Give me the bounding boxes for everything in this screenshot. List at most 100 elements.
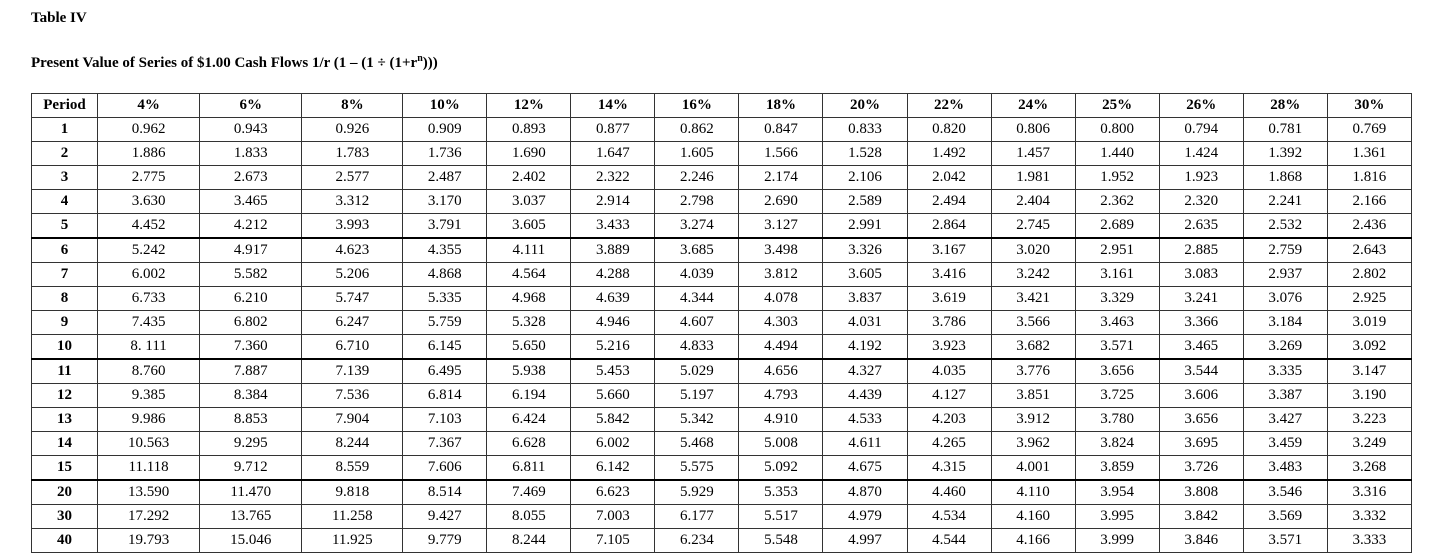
value-cell: 3.993 xyxy=(301,213,404,239)
period-cell: 1 xyxy=(31,117,98,142)
value-cell: 0.833 xyxy=(822,117,908,142)
value-cell: 1.605 xyxy=(654,141,740,166)
header-cell: 25% xyxy=(1074,93,1160,118)
value-cell: 6.424 xyxy=(486,407,572,432)
value-cell: 4.534 xyxy=(906,504,992,529)
value-cell: 6.142 xyxy=(570,455,656,481)
value-cell: 13.590 xyxy=(96,479,201,505)
value-cell: 11.925 xyxy=(301,528,404,553)
value-cell: 3.498 xyxy=(738,237,824,263)
table-subtitle: Present Value of Series of $1.00 Cash Fl… xyxy=(31,53,438,72)
value-cell: 5.517 xyxy=(738,504,824,529)
value-cell: 3.923 xyxy=(906,334,992,360)
value-cell: 1.457 xyxy=(990,141,1076,166)
value-cell: 2.864 xyxy=(906,213,992,239)
value-cell: 3.170 xyxy=(402,189,488,214)
table-row: 30 17.292 13.765 11.258 9.427 8.055 7.003 6.177… xyxy=(31,504,1413,529)
period-cell: 6 xyxy=(31,237,98,263)
value-cell: 5.216 xyxy=(570,334,656,360)
value-cell: 9.712 xyxy=(199,455,303,481)
header-cell: 28% xyxy=(1242,93,1328,118)
value-cell: 3.685 xyxy=(654,237,740,263)
value-cell: 4.656 xyxy=(738,358,824,384)
value-cell: 0.781 xyxy=(1242,117,1328,142)
value-cell: 7.435 xyxy=(96,310,201,335)
table-row: 20 13.590 11.470 9.818 8.514 7.469 6.623 5.929 5… xyxy=(31,479,1413,505)
value-cell: 6.623 xyxy=(570,479,656,505)
value-cell: 5.197 xyxy=(654,383,740,408)
value-cell: 3.092 xyxy=(1326,334,1413,360)
table-row: 8 6.733 6.210 5.747 5.335 4.968 4.639 4.344 4.07… xyxy=(31,286,1413,311)
value-cell: 5.548 xyxy=(738,528,824,553)
table-row: 2 1.886 1.833 1.783 1.736 1.690 1.647 1.605 1.56… xyxy=(31,141,1413,166)
value-cell: 0.794 xyxy=(1158,117,1244,142)
value-cell: 8.559 xyxy=(301,455,404,481)
value-cell: 2.673 xyxy=(199,165,303,190)
value-cell: 3.695 xyxy=(1158,431,1244,456)
subtitle-text: Present Value of Series of $1.00 Cash Fl… xyxy=(31,55,418,71)
value-cell: 1.816 xyxy=(1326,165,1413,190)
value-cell: 11.258 xyxy=(301,504,404,529)
value-cell: 3.483 xyxy=(1242,455,1328,481)
header-cell: 16% xyxy=(654,93,740,118)
value-cell: 4.212 xyxy=(199,213,303,239)
value-cell: 3.465 xyxy=(199,189,303,214)
value-cell: 1.528 xyxy=(822,141,908,166)
value-cell: 8.760 xyxy=(96,358,201,384)
value-cell: 9.818 xyxy=(301,479,404,505)
value-cell: 2.745 xyxy=(990,213,1076,239)
value-cell: 3.837 xyxy=(822,286,908,311)
period-cell: 2 xyxy=(31,141,98,166)
value-cell: 3.312 xyxy=(301,189,404,214)
value-cell: 6.002 xyxy=(96,262,201,287)
period-cell: 8 xyxy=(31,286,98,311)
value-cell: 1.886 xyxy=(96,141,201,166)
value-cell: 0.769 xyxy=(1326,117,1413,142)
value-cell: 3.335 xyxy=(1242,358,1328,384)
value-cell: 8.384 xyxy=(199,383,303,408)
value-cell: 3.249 xyxy=(1326,431,1413,456)
table-row: 6 5.242 4.917 4.623 4.355 4.111 3.889 3.685 3.49… xyxy=(31,237,1413,263)
value-cell: 3.606 xyxy=(1158,383,1244,408)
value-cell: 5.660 xyxy=(570,383,656,408)
value-cell: 4.870 xyxy=(822,479,908,505)
value-cell: 5.929 xyxy=(654,479,740,505)
value-cell: 3.605 xyxy=(486,213,572,239)
value-cell: 5.335 xyxy=(402,286,488,311)
value-cell: 2.991 xyxy=(822,213,908,239)
value-cell: 2.246 xyxy=(654,165,740,190)
value-cell: 1.424 xyxy=(1158,141,1244,166)
value-cell: 3.824 xyxy=(1074,431,1160,456)
value-cell: 2.320 xyxy=(1158,189,1244,214)
value-cell: 3.268 xyxy=(1326,455,1413,481)
value-cell: 6.814 xyxy=(402,383,488,408)
value-cell: 6.710 xyxy=(301,334,404,360)
value-cell: 3.329 xyxy=(1074,286,1160,311)
value-cell: 2.885 xyxy=(1158,237,1244,263)
value-cell: 3.333 xyxy=(1326,528,1413,553)
value-cell: 6.234 xyxy=(654,528,740,553)
value-cell: 4.192 xyxy=(822,334,908,360)
value-cell: 6.733 xyxy=(96,286,201,311)
value-cell: 3.316 xyxy=(1326,479,1413,505)
value-cell: 9.295 xyxy=(199,431,303,456)
value-cell: 0.800 xyxy=(1074,117,1160,142)
value-cell: 1.690 xyxy=(486,141,572,166)
header-cell: 18% xyxy=(738,93,824,118)
value-cell: 7.139 xyxy=(301,358,404,384)
value-cell: 4.035 xyxy=(906,358,992,384)
value-cell: 3.223 xyxy=(1326,407,1413,432)
value-cell: 3.242 xyxy=(990,262,1076,287)
value-cell: 5.582 xyxy=(199,262,303,287)
period-cell: 3 xyxy=(31,165,98,190)
value-cell: 2.106 xyxy=(822,165,908,190)
value-cell: 4.001 xyxy=(990,455,1076,481)
subtitle-tail: ))) xyxy=(422,55,438,71)
value-cell: 2.042 xyxy=(906,165,992,190)
value-cell: 3.161 xyxy=(1074,262,1160,287)
table-row: 14 10.563 9.295 8.244 7.367 6.628 6.002 5.468 5.… xyxy=(31,431,1413,456)
value-cell: 3.416 xyxy=(906,262,992,287)
value-cell: 6.495 xyxy=(402,358,488,384)
value-cell: 4.564 xyxy=(486,262,572,287)
